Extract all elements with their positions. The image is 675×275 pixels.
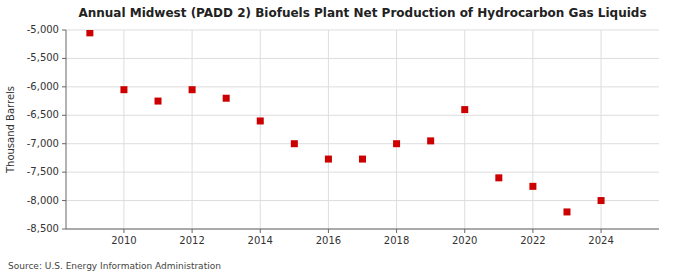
point [86,30,93,36]
point [598,197,605,204]
x-tick-label: 2020 [452,235,477,246]
y-tick [62,30,66,31]
x-tick [123,229,124,233]
chart: -5,000 -5,500 -6,000 -6,500 -7,000 -7,500 -8,0… [0,0,675,275]
point [495,174,502,181]
x-axis-line [66,229,659,230]
x-grid-line [396,30,397,229]
y-tick-label: -8,500 [27,223,59,234]
y-tick-label: -5,000 [27,24,59,35]
x-grid-line [532,30,533,229]
x-tick-label: 2018 [384,235,409,246]
y-tick-label: -5,500 [27,52,59,63]
x-tick-label: 2022 [520,235,545,246]
point [120,86,127,93]
x-tick-label: 2010 [111,235,136,246]
x-grid-line [192,30,193,229]
point [291,140,298,147]
x-grid-line [464,30,465,229]
point [359,156,366,163]
y-tick [62,172,66,173]
y-grid-line [66,229,659,230]
point [223,95,230,102]
x-tick [192,229,193,233]
point [563,208,570,215]
x-tick [328,229,329,233]
x-tick [601,229,602,233]
y-grid-line [66,86,659,87]
y-tick [62,143,66,144]
x-tick-label: 2024 [588,235,613,246]
x-tick [532,229,533,233]
grid [66,30,659,229]
source-note: Source: U.S. Energy Information Administ… [8,261,221,271]
x-tick-label: 2016 [316,235,341,246]
y-grid-line [66,143,659,144]
y-grid-line [66,115,659,116]
x-grid-line [260,30,261,229]
y-tick-label: -7,500 [27,166,59,177]
y-grid-line [66,30,659,31]
y-tick [62,58,66,59]
y-tick-label: -7,000 [27,138,59,149]
point [461,106,468,113]
y-tick [62,115,66,116]
point [427,137,434,144]
y-grid-line [66,58,659,59]
points [86,30,604,215]
y-tick [62,229,66,230]
point [325,156,332,163]
point [155,98,162,105]
y-grid-line [66,200,659,201]
point [529,183,536,190]
point [393,140,400,147]
y-tick-label: -6,000 [27,81,59,92]
x-tick-label: 2014 [248,235,273,246]
x-tick [260,229,261,233]
title: Annual Midwest (PADD 2) Biofuels Plant N… [78,6,646,20]
x-tick [464,229,465,233]
y-axis-label: Thousand Barrels [5,86,16,174]
y-grid-line [66,172,659,173]
y-tick [62,200,66,201]
x-tick [396,229,397,233]
x-tick-label: 2012 [179,235,204,246]
x-grid-line [123,30,124,229]
point [189,86,196,93]
y-tick [62,86,66,87]
y-tick-label: -8,000 [27,195,59,206]
x-grid-line [328,30,329,229]
point [257,117,264,124]
y-axis-line [66,30,67,229]
y-tick-label: -6,500 [27,109,59,120]
